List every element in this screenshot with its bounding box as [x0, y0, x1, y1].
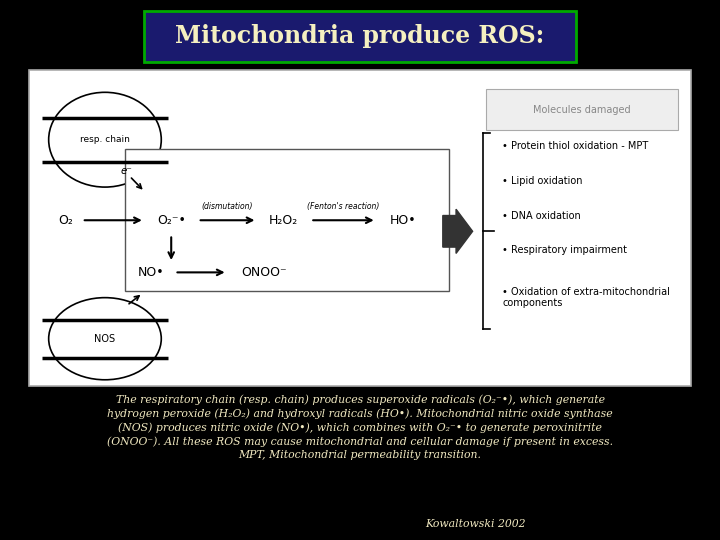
Text: Mitochondria produce ROS:: Mitochondria produce ROS: — [176, 24, 544, 49]
Text: NOS: NOS — [94, 334, 115, 344]
Ellipse shape — [49, 92, 161, 187]
FancyArrow shape — [443, 209, 472, 253]
Ellipse shape — [49, 298, 161, 380]
FancyBboxPatch shape — [144, 11, 576, 62]
Text: • Lipid oxidation: • Lipid oxidation — [503, 176, 583, 186]
Text: (Fenton's reaction): (Fenton's reaction) — [307, 202, 379, 211]
Text: • Protein thiol oxidation - MPT: • Protein thiol oxidation - MPT — [503, 141, 649, 151]
Text: H₂O₂: H₂O₂ — [269, 214, 299, 227]
Text: (dismutation): (dismutation) — [202, 202, 253, 211]
FancyBboxPatch shape — [29, 70, 691, 386]
Text: O₂: O₂ — [58, 214, 73, 227]
Text: Kowaltowski 2002: Kowaltowski 2002 — [425, 519, 526, 529]
FancyBboxPatch shape — [125, 149, 449, 292]
Text: The respiratory chain (resp. chain) produces superoxide radicals (O₂⁻•), which g: The respiratory chain (resp. chain) prod… — [107, 395, 613, 461]
Text: • Respiratory impairment: • Respiratory impairment — [503, 245, 627, 255]
FancyBboxPatch shape — [486, 89, 678, 130]
Text: • DNA oxidation: • DNA oxidation — [503, 211, 581, 220]
Text: ONOO⁻: ONOO⁻ — [241, 266, 287, 279]
Text: Molecules damaged: Molecules damaged — [533, 105, 631, 114]
Text: e⁻: e⁻ — [121, 166, 132, 176]
Text: resp. chain: resp. chain — [80, 135, 130, 144]
Text: HO•: HO• — [390, 214, 416, 227]
Text: NO•: NO• — [138, 266, 165, 279]
Text: • Oxidation of extra-mitochondrial
components: • Oxidation of extra-mitochondrial compo… — [503, 287, 670, 308]
Text: O₂⁻•: O₂⁻• — [157, 214, 186, 227]
